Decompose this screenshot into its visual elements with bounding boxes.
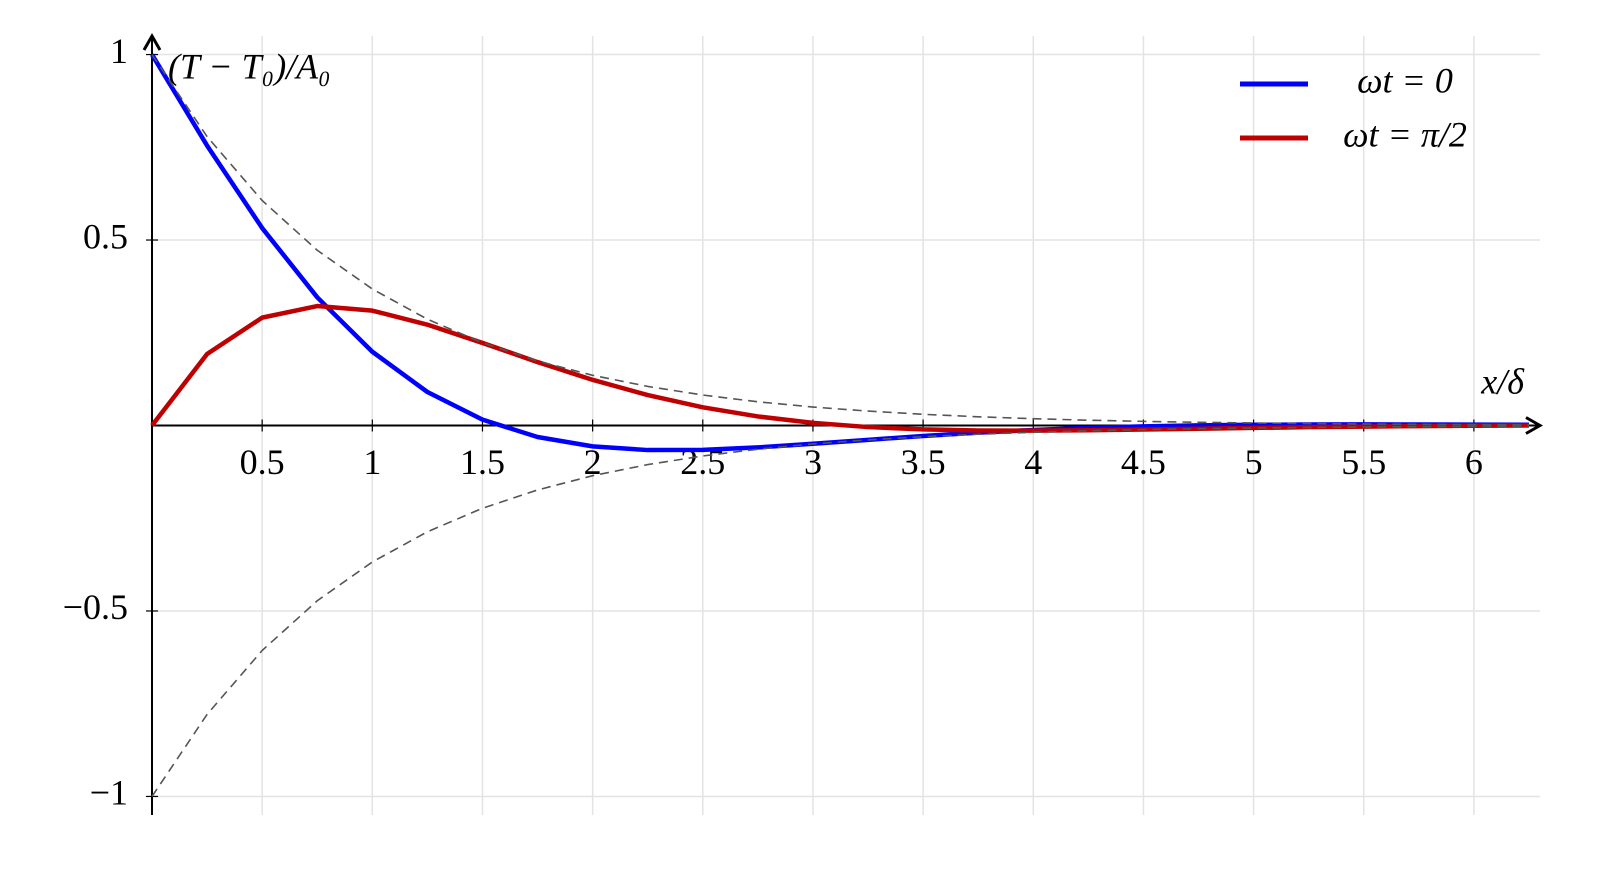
x-tick-label: 3 bbox=[804, 442, 822, 482]
x-tick-label: 4.5 bbox=[1121, 442, 1166, 482]
y-tick-label: −0.5 bbox=[63, 587, 128, 627]
legend-label: ωt = π/2 bbox=[1343, 114, 1467, 154]
legend: ωt = 0 ωt = π/2 bbox=[1240, 60, 1467, 154]
x-tick-label: 5.5 bbox=[1341, 442, 1386, 482]
x-tick-label: 2 bbox=[584, 442, 602, 482]
y-tick-label: 0.5 bbox=[83, 216, 128, 256]
x-tick-label: 4 bbox=[1024, 442, 1042, 482]
plot-area bbox=[150, 53, 1529, 797]
x-tick-label: 0.5 bbox=[240, 442, 285, 482]
series-line bbox=[150, 53, 1529, 453]
envelope-line bbox=[151, 54, 1529, 426]
x-tick-label: 5 bbox=[1245, 442, 1263, 482]
envelope-line bbox=[151, 425, 1529, 797]
x-axis-label: x/δ bbox=[1480, 361, 1525, 401]
x-tick-label: 3.5 bbox=[901, 442, 946, 482]
x-tick-label: 6 bbox=[1465, 442, 1483, 482]
x-tick-label: 1.5 bbox=[460, 442, 505, 482]
y-tick-label: −1 bbox=[90, 773, 128, 813]
y-tick-label: 1 bbox=[110, 31, 128, 71]
y-axis-label: (T − T₀)/A₀ bbox=[168, 46, 331, 86]
legend-label: ωt = 0 bbox=[1357, 60, 1453, 100]
x-tick-label: 1 bbox=[363, 442, 381, 482]
series-line bbox=[150, 303, 1529, 433]
